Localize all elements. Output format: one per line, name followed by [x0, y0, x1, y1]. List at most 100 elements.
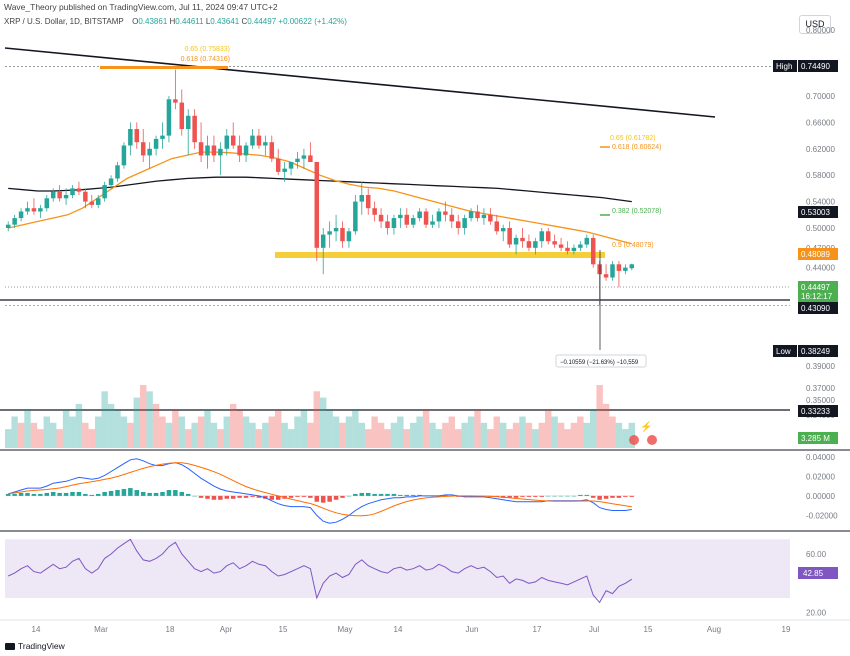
volume-bar [519, 416, 526, 448]
candle-body [597, 264, 602, 275]
volume-bar [384, 429, 391, 448]
macd-histogram-bar [63, 492, 69, 496]
candle-body [346, 231, 352, 242]
fib-level-label: 0.65 (0.75833) [184, 46, 230, 53]
candle-body [520, 237, 525, 242]
symbol-title[interactable]: XRP / U.S. Dollar, 1D, BITSTAMP [4, 17, 124, 26]
volume-bar [615, 422, 623, 448]
macd-histogram-bar [327, 495, 332, 502]
volume-bar [474, 410, 481, 448]
price-tick-label: 0.70000 [806, 92, 835, 101]
volume-bar [345, 416, 353, 448]
macd-histogram-bar [57, 492, 62, 496]
candle-body [63, 195, 69, 199]
price-tick-label: 0.35000 [806, 396, 835, 405]
candle-body [153, 138, 159, 149]
candle-body [378, 214, 384, 222]
candle-body [449, 214, 455, 222]
volume-bar [332, 416, 340, 448]
rsi-tick-label: 60.00 [806, 550, 827, 559]
volume-bar [538, 422, 545, 448]
candle-body [578, 244, 583, 248]
candle-body [340, 228, 345, 242]
volume-bar [410, 422, 417, 448]
price-tag-name-box [773, 60, 797, 72]
price-tick-label: 0.66000 [806, 118, 835, 127]
volume-bar [326, 410, 333, 448]
macd-histogram-bar [404, 494, 410, 496]
volume-bar [249, 422, 256, 448]
macd-histogram-bar [359, 492, 365, 496]
macd-histogram-bar [12, 493, 17, 496]
macd-histogram-bar [610, 495, 615, 498]
volume-bar [371, 416, 378, 448]
volume-bar [82, 422, 89, 448]
macd-histogram-bar [173, 490, 178, 496]
candle-body [436, 211, 442, 222]
volume-bar [429, 422, 436, 448]
candle-body [301, 155, 307, 159]
price-tag-value: 0.53003 [801, 208, 830, 217]
macd-histogram-bar [153, 492, 159, 496]
volume-bar [204, 410, 211, 448]
rsi-value-label: 42.85 [803, 569, 824, 578]
macd-histogram-bar [333, 495, 339, 500]
macd-histogram-bar [160, 491, 165, 496]
candle-body [526, 241, 532, 248]
price-tick-label: 0.58000 [806, 171, 835, 180]
price-tag-value: 0.44497 [801, 283, 830, 292]
volume-bar [127, 422, 134, 448]
currency-button[interactable]: USD [799, 15, 831, 34]
trendline [4, 47, 716, 118]
volume-bar [442, 422, 449, 448]
volume-bar [255, 429, 263, 448]
candle-body [50, 191, 56, 199]
candle-body [237, 145, 242, 156]
macd-histogram-bar [545, 495, 551, 497]
macd-histogram-bar [301, 495, 307, 497]
volume-bar [300, 410, 308, 448]
candle-body [5, 224, 11, 228]
candle-body [629, 264, 635, 269]
volume-bar [313, 391, 320, 448]
volume-bar [69, 416, 76, 448]
volume-bar [101, 391, 108, 448]
tradingview-brand: TradingView [18, 641, 65, 651]
volume-bar [512, 422, 520, 448]
volume-bar [622, 429, 629, 448]
macd-histogram-bar [250, 495, 255, 497]
candle-body [359, 195, 365, 202]
candle-body [539, 231, 545, 242]
candle-body [533, 241, 538, 248]
macd-histogram-bar [198, 495, 204, 498]
macd-histogram-bar [417, 494, 422, 496]
volume-bar [403, 429, 410, 448]
us-flag-icon [647, 435, 657, 445]
price-tag-name: High [776, 62, 792, 71]
tradingview-logo[interactable]: TradingView [5, 641, 65, 651]
price-tag-name-box [773, 345, 797, 357]
candle-body [205, 145, 210, 156]
candle-body [552, 241, 557, 245]
volume-bar [275, 410, 282, 448]
candle-body [430, 221, 435, 225]
volume-bar [557, 422, 565, 448]
ema-200-line [8, 176, 632, 203]
price-tag-value: 0.43090 [801, 304, 830, 313]
tradingview-logo-icon [5, 643, 15, 651]
macd-histogram-bar [603, 495, 609, 499]
volume-bar [422, 410, 430, 448]
macd-tick-label: 0.00000 [806, 492, 835, 501]
volume-bar [461, 422, 468, 448]
macd-histogram-bar [578, 494, 583, 496]
candle-body [385, 221, 390, 228]
macd-histogram-bar [385, 493, 390, 496]
time-tick-label: Apr [220, 625, 233, 634]
volume-bar [24, 410, 31, 448]
volume-bar [159, 416, 166, 448]
volume-bar [577, 416, 584, 448]
candle-body [584, 237, 590, 245]
macd-histogram-bar [89, 494, 95, 496]
candle-body [95, 198, 101, 205]
